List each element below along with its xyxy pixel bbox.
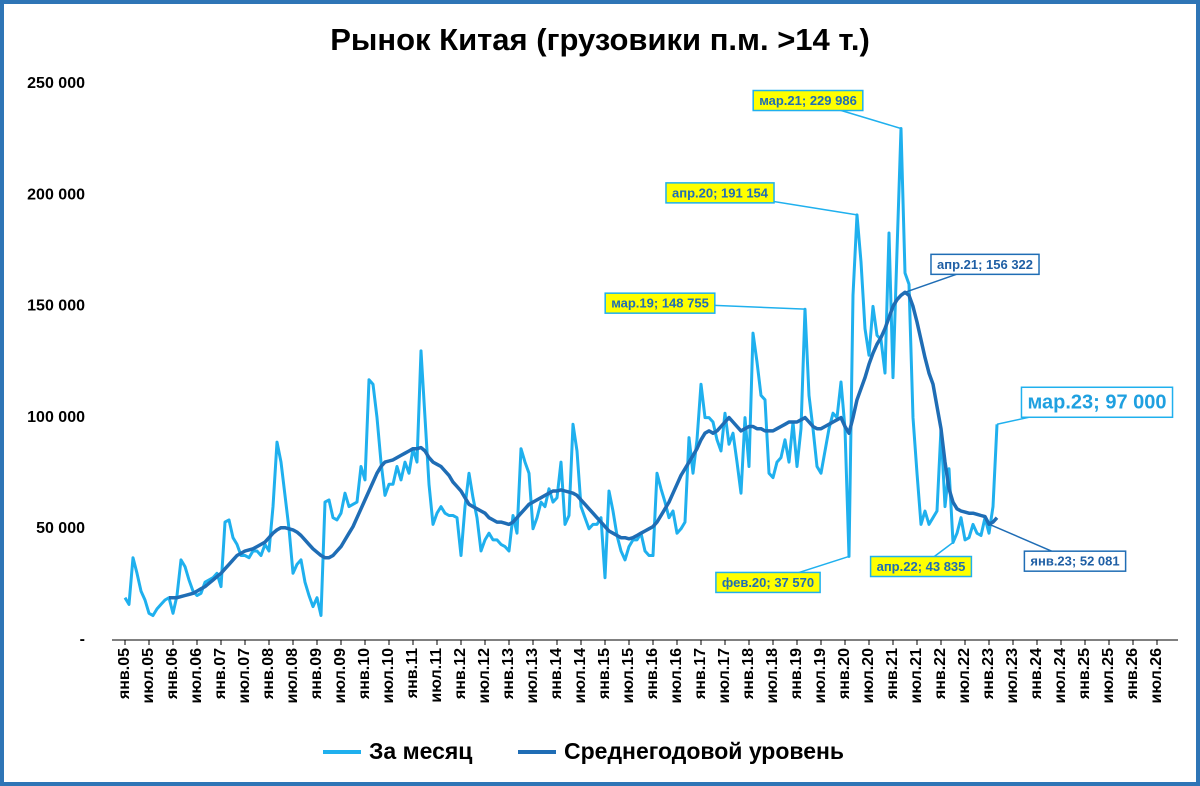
x-tick-label: янв.25 — [1076, 648, 1093, 700]
data-label: янв.23; 52 081 — [1030, 554, 1119, 569]
series-line — [169, 290, 999, 600]
callout-box — [752, 89, 864, 112]
x-tick-label: июл.14 — [572, 648, 589, 704]
x-tick-label: июл.06 — [188, 648, 205, 704]
x-tick-label: янв.06 — [164, 648, 181, 700]
data-label: мар.19; 148 755 — [611, 296, 709, 311]
x-tick-label: июл.24 — [1052, 648, 1069, 704]
callout-box — [1020, 386, 1174, 419]
x-tick-label: июл.20 — [860, 648, 877, 704]
y-tick-label: 100 000 — [27, 409, 85, 426]
x-tick-label: янв.12 — [452, 648, 469, 700]
x-tick-label: янв.10 — [356, 648, 373, 700]
x-tick-label: янв.18 — [740, 648, 757, 700]
x-tick-label: июл.09 — [332, 648, 349, 704]
x-tick-label: июл.17 — [716, 648, 733, 704]
x-tick-label: июл.16 — [668, 648, 685, 704]
data-label: апр.21; 156 322 — [937, 257, 1033, 272]
callout-box — [930, 253, 1040, 276]
x-tick-label: июл.25 — [1100, 648, 1117, 704]
x-tick-label: янв.13 — [500, 648, 517, 700]
x-tick-label: янв.09 — [308, 648, 325, 700]
callout-box — [665, 182, 775, 204]
x-tick-label: янв.21 — [884, 648, 901, 700]
x-tick-label: янв.07 — [212, 648, 229, 700]
x-tick-label: июл.18 — [764, 648, 781, 704]
x-tick-label: июл.21 — [908, 648, 925, 704]
data-label: апр.20; 191 154 — [672, 185, 769, 200]
data-label: мар.23; 97 000 — [1027, 392, 1166, 414]
x-tick-label: янв.17 — [692, 648, 709, 700]
x-tick-label: янв.05 — [116, 648, 133, 700]
chart-title: Рынок Китая (грузовики п.м. >14 т.) — [330, 22, 870, 57]
data-label: мар.21; 229 986 — [759, 93, 857, 108]
x-tick-label: янв.14 — [548, 648, 565, 700]
legend-label: За месяц — [369, 738, 472, 764]
x-tick-label: янв.08 — [260, 648, 277, 700]
x-tick-label: июл.11 — [428, 648, 445, 703]
x-tick-label: июл.07 — [236, 648, 253, 704]
x-tick-label: июл.12 — [476, 648, 493, 704]
x-tick-label: янв.15 — [596, 648, 613, 700]
x-tick-label: июл.19 — [812, 648, 829, 704]
y-tick-label: - — [80, 631, 85, 648]
y-tick-label: 50 000 — [36, 520, 85, 537]
x-tick-label: янв.19 — [788, 648, 805, 700]
x-tick-label: янв.22 — [932, 648, 949, 700]
x-tick-label: янв.23 — [980, 648, 997, 700]
legend-label: Среднегодовой уровень — [564, 738, 844, 764]
x-tick-label: июл.10 — [380, 648, 397, 704]
x-tick-label: июл.05 — [140, 648, 157, 704]
x-tick-label: июл.15 — [620, 648, 637, 704]
x-tick-label: янв.20 — [836, 648, 853, 700]
x-tick-label: янв.11 — [404, 648, 421, 699]
callout-box — [869, 555, 973, 578]
x-tick-label: янв.16 — [644, 648, 661, 700]
x-tick-label: янв.26 — [1124, 648, 1141, 700]
data-label: апр.22; 43 835 — [877, 559, 966, 574]
x-tick-label: июл.22 — [956, 648, 973, 704]
y-tick-label: 150 000 — [27, 298, 85, 315]
x-tick-label: июл.26 — [1148, 648, 1165, 704]
y-tick-label: 200 000 — [27, 186, 85, 203]
y-tick-label: 250 000 — [27, 75, 85, 92]
callout-box — [604, 292, 716, 314]
x-tick-label: янв.24 — [1028, 648, 1045, 700]
x-tick-label: июл.13 — [524, 648, 541, 704]
x-tick-label: июл.23 — [1004, 648, 1021, 704]
callout-box — [1023, 550, 1127, 572]
x-tick-label: июл.08 — [284, 648, 301, 704]
data-label: фев.20; 37 570 — [722, 575, 814, 590]
callout-box — [715, 571, 821, 594]
